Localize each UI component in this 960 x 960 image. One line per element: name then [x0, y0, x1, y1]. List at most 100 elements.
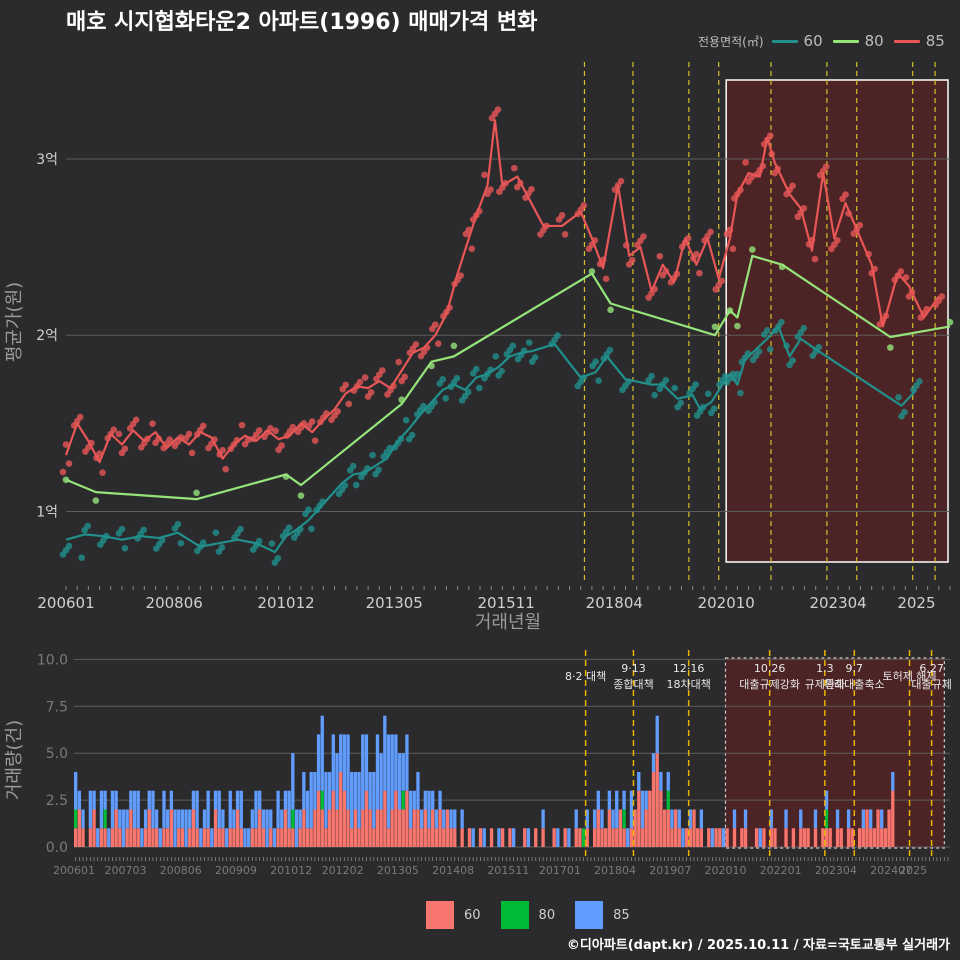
data-point-85 — [219, 446, 226, 454]
data-point-85 — [267, 424, 274, 432]
volume-bar-85 — [269, 809, 273, 829]
policy-annotation: 10.26 — [754, 662, 786, 675]
volume-bar-60 — [828, 828, 832, 847]
policy-annotation: 8·2 대책 — [565, 670, 606, 683]
legend-line-80 — [832, 39, 859, 43]
volume-bar-60 — [416, 809, 420, 847]
volume-bar-85 — [350, 771, 354, 829]
data-point-80 — [607, 306, 614, 314]
data-point-85 — [132, 416, 140, 424]
volume-bar-85 — [339, 734, 343, 772]
data-point-60 — [78, 554, 85, 561]
volume-bar-85 — [644, 790, 648, 810]
volume-legend-label-85: 85 — [613, 907, 630, 923]
data-point-80 — [749, 246, 756, 253]
data-point-85 — [938, 293, 946, 300]
data-point-85 — [822, 163, 830, 171]
data-point-80 — [711, 323, 719, 331]
data-point-60 — [218, 544, 226, 551]
volume-bar-85 — [666, 771, 670, 791]
volume-y-tick-label: 10.0 — [37, 652, 68, 668]
volume-bar-85 — [291, 753, 295, 810]
volume-bar-60 — [217, 828, 221, 847]
data-point-60 — [800, 324, 808, 332]
data-point-60 — [420, 402, 427, 410]
volume-bar-85 — [438, 790, 442, 810]
volume-bar-85 — [110, 790, 115, 829]
volume-legend-swatch-85 — [575, 901, 604, 929]
data-point-85 — [412, 341, 420, 348]
volume-bar-60 — [846, 828, 851, 847]
volume-bar-60 — [740, 828, 744, 847]
volume-bar-85 — [408, 790, 413, 829]
volume-bar-60 — [232, 828, 236, 847]
volume-bar-85 — [305, 790, 310, 829]
data-point-60 — [439, 375, 447, 383]
data-point-85 — [487, 186, 494, 193]
data-point-60 — [554, 332, 561, 339]
volume-bar-85 — [235, 790, 240, 810]
volume-bar-60 — [659, 790, 663, 847]
x-tick-label: 2025 — [897, 594, 935, 612]
data-point-60 — [662, 377, 670, 384]
policy-annotation: 종합대책 — [613, 678, 653, 691]
volume-bar-85 — [891, 771, 895, 791]
data-point-60 — [778, 318, 785, 326]
volume-bar-85 — [699, 809, 704, 829]
volume-x-tick-label: 201804 — [594, 864, 636, 877]
data-point-85 — [511, 164, 518, 172]
volume-bar-85 — [239, 790, 243, 829]
volume-bar-85 — [655, 715, 659, 754]
volume-bar-85 — [368, 771, 372, 810]
data-point-60 — [755, 348, 763, 355]
volume-bar-60 — [118, 828, 122, 847]
volume-bar-60 — [169, 809, 174, 847]
volume-bar-85 — [224, 828, 229, 847]
volume-bar-60 — [291, 828, 295, 847]
volume-y-axis-title: 거래량(건) — [4, 720, 25, 800]
volume-bar-60 — [861, 828, 865, 847]
volume-bar-60 — [865, 809, 869, 847]
volume-x-tick-label: 202407 — [870, 864, 912, 877]
volume-bar-60 — [302, 809, 306, 847]
data-point-85 — [272, 427, 279, 435]
volume-bar-80 — [401, 790, 405, 810]
volume-bar-80 — [824, 809, 829, 829]
data-point-85 — [149, 420, 156, 428]
volume-bar-80 — [320, 790, 324, 810]
volume-bar-60 — [629, 828, 634, 847]
volume-bar-60 — [390, 809, 394, 847]
volume-bar-80 — [666, 790, 670, 810]
data-point-60 — [651, 391, 658, 399]
data-point-60 — [375, 466, 382, 474]
volume-bar-85 — [221, 809, 225, 829]
data-point-80 — [588, 268, 596, 275]
volume-bar-60 — [350, 828, 354, 847]
legend-line-60 — [771, 39, 798, 43]
volume-bar-60 — [386, 828, 391, 847]
y-axis-title: 평균가(원) — [4, 282, 25, 362]
volume-bar-85 — [386, 734, 391, 829]
volume-bar-60 — [453, 828, 457, 847]
volume-bar-85 — [405, 734, 409, 791]
data-point-60 — [592, 358, 599, 365]
volume-bar-85 — [272, 828, 277, 847]
data-point-60 — [901, 408, 908, 416]
volume-bar-85 — [335, 753, 339, 810]
data-point-85 — [361, 374, 369, 381]
data-point-85 — [842, 191, 849, 198]
volume-bar-60 — [692, 809, 696, 847]
data-point-85 — [902, 274, 910, 281]
volume-bar-60 — [331, 790, 335, 847]
volume-bar-85 — [670, 809, 674, 829]
volume-bar-60 — [372, 828, 376, 847]
volume-bar-60 — [607, 809, 612, 847]
policy-annotation: 규제완화 — [805, 678, 845, 691]
volume-bar-60 — [707, 828, 711, 847]
policy-annotation: 9·13 — [621, 662, 646, 675]
volume-bar-85 — [107, 828, 111, 847]
data-point-80 — [297, 492, 305, 499]
data-point-85 — [99, 469, 106, 477]
data-point-60 — [692, 381, 699, 388]
volume-bar-60 — [195, 828, 199, 847]
